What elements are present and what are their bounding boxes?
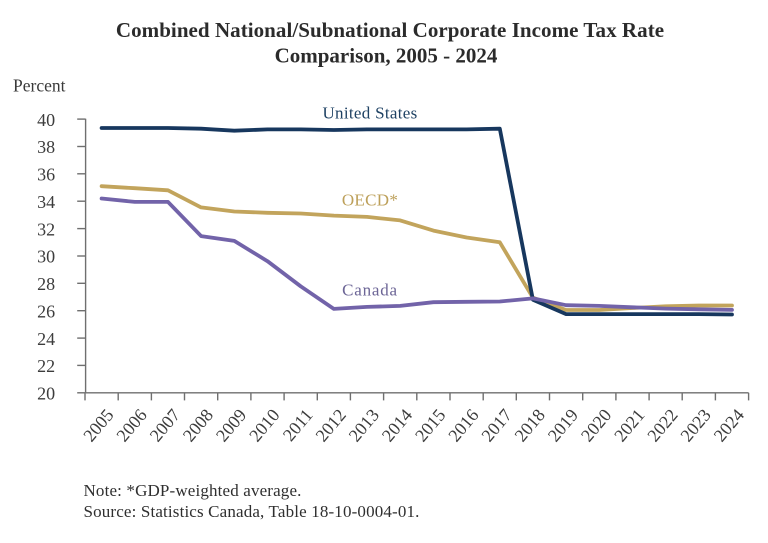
svg-text:22: 22 — [37, 356, 55, 376]
svg-text:28: 28 — [37, 274, 55, 294]
svg-text:32: 32 — [37, 219, 55, 239]
svg-text:United States: United States — [322, 104, 417, 123]
svg-text:Comparison, 2005 - 2024: Comparison, 2005 - 2024 — [275, 44, 498, 68]
svg-text:20: 20 — [37, 384, 55, 404]
svg-text:38: 38 — [37, 137, 55, 157]
svg-text:OECD*: OECD* — [342, 191, 398, 210]
svg-text:36: 36 — [37, 165, 55, 185]
svg-text:Source: Statistics Canada, Tab: Source: Statistics Canada, Table 18-10-0… — [84, 502, 420, 521]
svg-text:40: 40 — [37, 110, 55, 130]
svg-text:Combined National/Subnational: Combined National/Subnational Corporate … — [116, 18, 664, 42]
svg-text:24: 24 — [37, 329, 55, 349]
svg-text:Percent: Percent — [13, 76, 66, 96]
svg-text:34: 34 — [37, 192, 55, 212]
svg-text:Note: *GDP-weighted average.: Note: *GDP-weighted average. — [84, 481, 302, 500]
svg-text:Canada: Canada — [342, 281, 398, 300]
svg-text:26: 26 — [37, 301, 55, 321]
svg-text:30: 30 — [37, 247, 55, 267]
